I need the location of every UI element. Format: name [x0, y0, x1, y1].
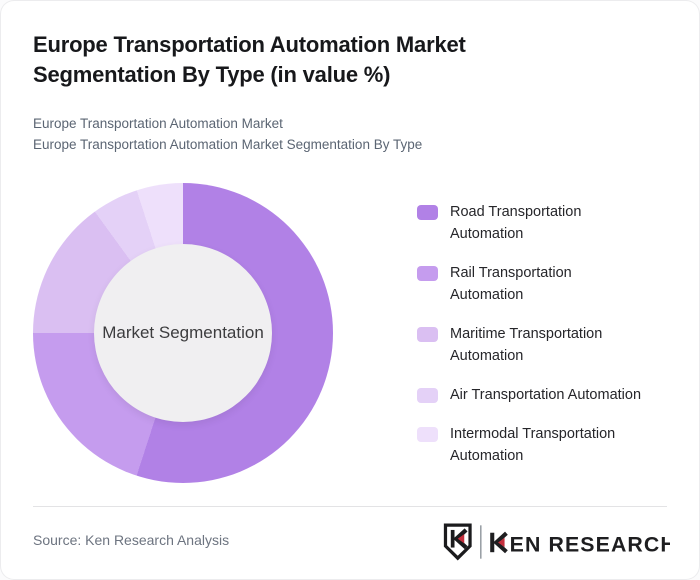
ken-research-logo-svg: EN RESEARCH	[443, 523, 676, 561]
donut-center-label: Market Segmentation	[102, 323, 264, 342]
legend-item-road: Road Transportation Automation	[417, 201, 677, 245]
subtitle-line-1: Europe Transportation Automation Market	[33, 116, 283, 131]
legend-swatch	[417, 327, 438, 342]
donut-hole: Market Segmentation	[94, 244, 272, 422]
legend-item-maritime: Maritime Transportation Automation	[417, 323, 677, 367]
ken-research-shield-icon	[443, 523, 472, 561]
legend-label: Road Transportation Automation	[450, 204, 582, 242]
legend-swatch	[417, 427, 438, 442]
legend-swatch	[417, 266, 438, 281]
legend-label: Maritime Transportation Automation	[450, 326, 603, 364]
source-attribution: Source: Ken Research Analysis	[33, 532, 230, 548]
donut-ring: Market Segmentation	[33, 183, 333, 483]
legend-label: Rail Transportation Automation	[450, 265, 572, 303]
logo-separator	[480, 525, 482, 559]
chart-legend: Road Transportation Automation Rail Tran…	[417, 201, 677, 467]
footer-divider	[33, 506, 667, 507]
legend-item-air: Air Transportation Automation	[417, 384, 677, 406]
legend-item-intermodal: Intermodal Transportation Automation	[417, 423, 677, 467]
logo-brand-text: EN RESEARCH	[510, 532, 670, 556]
page-title: Europe Transportation Automation Market …	[33, 32, 466, 87]
legend-label: Air Transportation Automation	[450, 387, 642, 403]
logo-k-glyph	[490, 531, 508, 554]
legend-swatch	[417, 388, 438, 403]
ken-research-logo: EN RESEARCH	[442, 521, 676, 568]
legend-label: Intermodal Transportation Automation	[450, 426, 616, 464]
subtitle-line-2: Europe Transportation Automation Market …	[33, 137, 423, 152]
legend-swatch	[417, 205, 438, 220]
legend-item-rail: Rail Transportation Automation	[417, 262, 677, 306]
